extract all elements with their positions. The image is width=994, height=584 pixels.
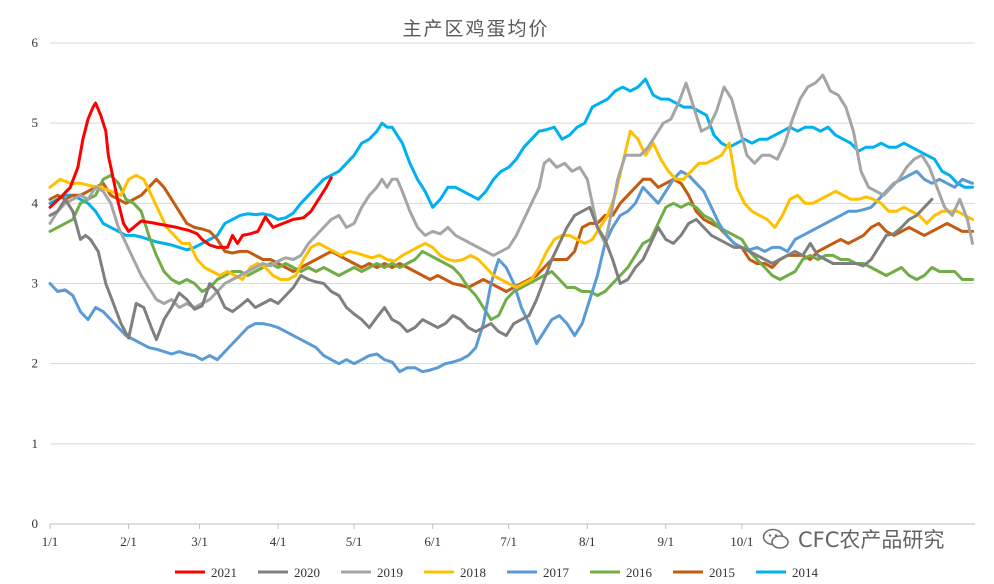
legend-label-2015: 2015 <box>709 565 735 580</box>
series-lines <box>48 73 974 374</box>
series-line-2021 <box>48 101 333 249</box>
watermark: CFC农产品研究 <box>762 524 944 554</box>
x-tick-label: 5/1 <box>346 534 363 549</box>
legend-label-2021: 2021 <box>211 565 237 580</box>
legend-label-2014: 2014 <box>792 565 819 580</box>
chart-title: 主产区鸡蛋均价 <box>402 18 549 40</box>
x-tick-label: 4/1 <box>270 534 287 549</box>
y-tick-label: 1 <box>32 436 39 451</box>
y-axis-ticks: 0 1 2 3 4 5 6 <box>32 35 39 531</box>
y-tick-label: 6 <box>32 35 39 50</box>
series-line-2016 <box>48 173 974 322</box>
legend-label-2019: 2019 <box>377 565 403 580</box>
wechat-icon <box>762 528 789 549</box>
watermark-text: CFC农产品研究 <box>798 528 945 552</box>
y-tick-label: 5 <box>32 115 39 130</box>
x-tick-label: 1/1 <box>42 534 59 549</box>
series-line-2020 <box>48 197 934 342</box>
gridlines <box>50 42 975 525</box>
x-axis-ticks: 1/1 2/1 3/1 4/1 5/1 6/1 7/1 8/1 9/1 10/1 <box>42 524 753 549</box>
y-tick-label: 4 <box>32 195 39 210</box>
x-tick-label: 2/1 <box>120 534 137 549</box>
legend-label-2017: 2017 <box>543 565 570 580</box>
y-tick-label: 2 <box>32 356 39 371</box>
x-tick-label: 10/1 <box>730 534 753 549</box>
x-tick-label: 6/1 <box>424 534 441 549</box>
series-line-2018 <box>48 129 974 289</box>
legend: 2021 2020 2019 2018 2017 2016 2015 2014 <box>175 565 819 580</box>
legend-label-2018: 2018 <box>460 565 486 580</box>
x-tick-label: 3/1 <box>191 534 208 549</box>
legend-label-2016: 2016 <box>626 565 653 580</box>
y-tick-label: 0 <box>32 516 39 531</box>
x-tick-label: 7/1 <box>500 534 517 549</box>
legend-label-2020: 2020 <box>294 565 320 580</box>
x-tick-label: 8/1 <box>579 534 596 549</box>
x-tick-label: 9/1 <box>658 534 675 549</box>
series-line-2017 <box>48 169 974 374</box>
series-line-2019 <box>48 73 974 309</box>
y-tick-label: 3 <box>32 276 39 291</box>
